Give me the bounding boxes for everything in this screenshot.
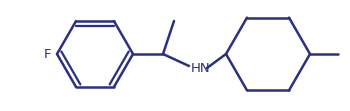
Text: HN: HN bbox=[191, 61, 211, 74]
Text: F: F bbox=[43, 48, 51, 60]
